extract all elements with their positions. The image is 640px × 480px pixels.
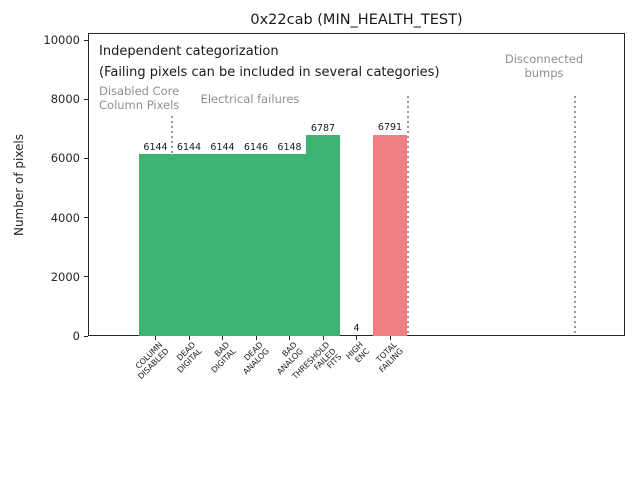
x-tick-mark bbox=[255, 336, 257, 340]
bar bbox=[373, 134, 407, 336]
y-tick-label: 2000 bbox=[50, 269, 80, 284]
x-tick-mark bbox=[289, 336, 290, 340]
annotation-failing-note: (Failing pixels can be included in sever… bbox=[99, 65, 440, 80]
annotation-disabled-core-column-pixels: Disabled Core Column Pixels bbox=[99, 84, 180, 112]
separator-line-total-failing bbox=[407, 96, 409, 336]
separator-line-disconnected bbox=[574, 96, 576, 336]
x-tick-mark bbox=[389, 336, 391, 340]
bar bbox=[205, 154, 240, 336]
bar bbox=[272, 154, 307, 336]
annotation-electrical-failures: Electrical failures bbox=[200, 92, 300, 106]
chart-title: 0x22cab (MIN_HEALTH_TEST) bbox=[250, 12, 463, 28]
x-tick-label-text: BAD DIGITAL bbox=[209, 340, 238, 375]
y-tick-mark bbox=[84, 335, 88, 337]
x-tick-label-text: DEAD DIGITAL bbox=[175, 340, 204, 375]
bar bbox=[138, 154, 173, 336]
bar-value-label: 6144 bbox=[210, 141, 235, 153]
bar-value-label: 4 bbox=[353, 323, 360, 335]
bar bbox=[239, 154, 273, 336]
bar-value-label: 6146 bbox=[243, 141, 269, 153]
x-tick-mark bbox=[222, 336, 223, 340]
y-tick-mark bbox=[84, 39, 88, 41]
x-tick-label-text: TOTAL FAILING bbox=[374, 340, 405, 374]
y-tick-label: 6000 bbox=[50, 151, 80, 166]
annotation-disconnected-bumps: Disconnected bumps bbox=[504, 52, 584, 80]
bar bbox=[306, 135, 340, 336]
bar bbox=[172, 154, 206, 336]
x-tick-mark bbox=[322, 336, 324, 340]
x-tick-mark bbox=[188, 336, 190, 340]
x-tick-mark bbox=[155, 336, 156, 340]
bar-value-label: 6791 bbox=[377, 122, 403, 134]
bar-value-label: 6148 bbox=[277, 141, 302, 153]
y-tick-label: 4000 bbox=[50, 210, 80, 225]
x-tick-label-text: DEAD ANALOG bbox=[240, 340, 271, 377]
y-tick-label: 10000 bbox=[43, 33, 80, 47]
y-tick-mark bbox=[84, 217, 88, 219]
bar-value-label: 6787 bbox=[310, 122, 336, 134]
y-tick-label: 8000 bbox=[50, 92, 80, 107]
y-axis-label: Number of pixels bbox=[12, 133, 26, 237]
annotation-independent-categorization: Independent categorization bbox=[99, 44, 279, 59]
y-tick-mark bbox=[84, 157, 88, 159]
y-tick-mark bbox=[84, 276, 88, 278]
bar-value-label: 6144 bbox=[176, 141, 202, 153]
bar-value-label: 6144 bbox=[143, 141, 168, 153]
x-tick-mark bbox=[356, 336, 357, 340]
x-tick-label-text: COLUMN DISABLED bbox=[133, 340, 171, 381]
x-tick-label-text: HIGH ENC bbox=[344, 340, 372, 365]
y-tick-mark bbox=[84, 98, 88, 100]
y-tick-label: 0 bbox=[72, 329, 80, 343]
